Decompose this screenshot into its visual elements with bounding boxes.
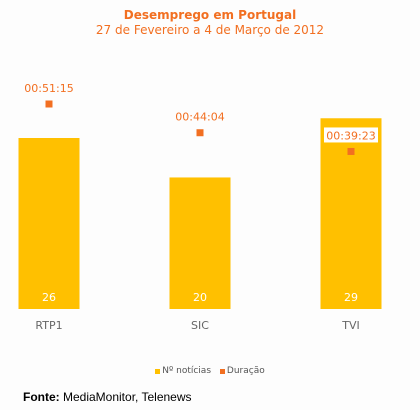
point-rtp1: [45, 100, 53, 108]
legend-label-noticias: Nº notícias: [162, 366, 212, 376]
source-text: MediaMonitor, Telenews: [59, 390, 192, 404]
chart-title: Desemprego em Portugal: [123, 8, 297, 22]
legend-item-duracao: Duração: [219, 366, 265, 377]
bar-label-tvi: 29: [344, 291, 358, 304]
legend-swatch-bar: [155, 368, 161, 374]
bar-label-rtp1: 26: [42, 291, 56, 304]
point-sic: [196, 129, 204, 137]
point-label-bg-tvi: [324, 127, 378, 143]
source-label: Fonte:: [23, 390, 60, 404]
bar-sic: [169, 177, 231, 309]
chart-subtitle: 27 de Fevereiro a 4 de Março de 2012: [95, 23, 325, 37]
legend-swatch-point: [219, 368, 225, 374]
point-label-tvi: 00:39:23: [326, 129, 375, 142]
point-label-rtp1: 00:51:15: [24, 82, 73, 95]
point-tvi: [347, 147, 355, 155]
source-footer: Fonte: MediaMonitor, Telenews: [23, 390, 192, 404]
chart-plot: 26 00:51:15 RTP1 20 00:44:04 SIC 29 00:39:23 TVI: [18, 82, 382, 332]
x-tick-tvi: TVI: [341, 319, 360, 332]
legend-item-noticias: Nº notícias: [155, 366, 211, 377]
bar-tvi: [320, 118, 382, 310]
x-tick-sic: SIC: [191, 319, 209, 332]
chart-legend: Nº notícias Duração: [0, 366, 420, 377]
x-tick-rtp1: RTP1: [35, 319, 62, 332]
legend-label-duracao: Duração: [226, 366, 265, 376]
bar-label-sic: 20: [193, 291, 207, 304]
point-label-sic: 00:44:04: [175, 111, 224, 124]
bar-rtp1: [18, 138, 80, 309]
